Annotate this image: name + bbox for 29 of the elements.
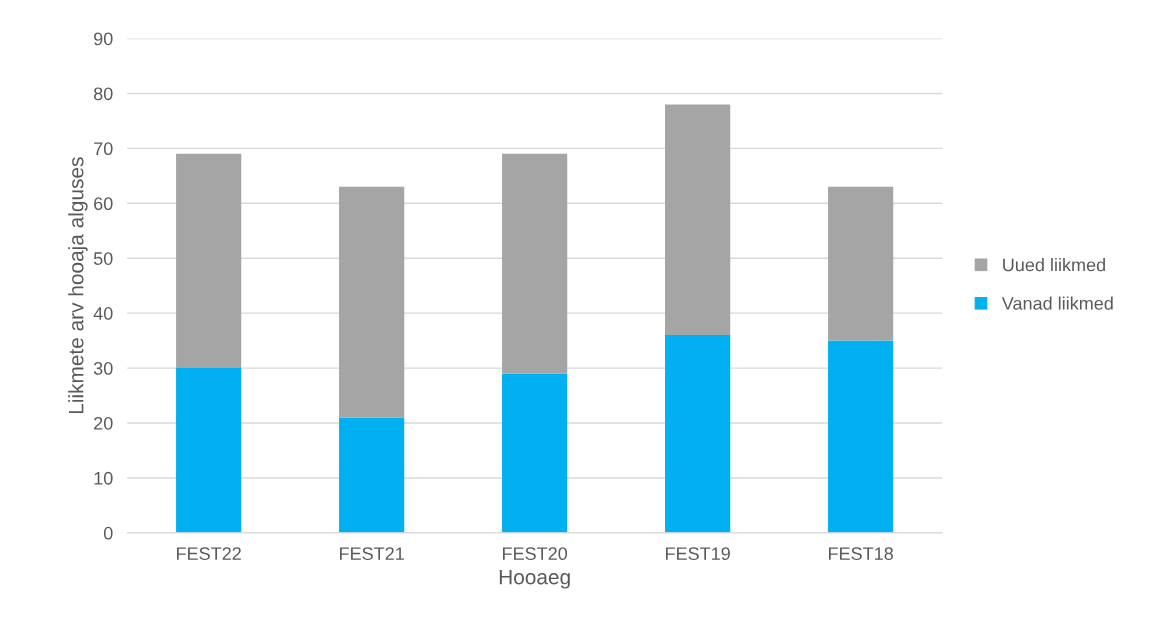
y-tick-label: 90 <box>94 32 113 46</box>
bar <box>828 340 894 533</box>
y-tick-label: 10 <box>94 471 113 485</box>
bar <box>665 104 731 336</box>
bar <box>828 186 894 341</box>
y-tick-label: 50 <box>93 252 113 265</box>
y-tick-label: 0 <box>103 526 113 540</box>
x-tick-label: FEST21 <box>340 547 404 561</box>
bar <box>665 335 731 533</box>
x-tick-label: FEST22 <box>177 547 241 561</box>
bar <box>502 153 568 374</box>
y-tick-label: 80 <box>93 87 113 101</box>
x-tick-label: FEST18 <box>829 547 893 561</box>
bar <box>339 186 405 418</box>
x-axis-title: Hooaeg <box>499 569 570 589</box>
x-tick-label: FEST20 <box>503 547 568 561</box>
y-tick-label: 70 <box>94 142 113 156</box>
y-axis-title: Liikmete arv hooaja alguses <box>68 157 88 414</box>
bar <box>176 368 242 533</box>
legend-label: Uued liikmed <box>1003 258 1105 272</box>
bar <box>176 153 242 369</box>
y-tick-label: 40 <box>93 307 113 320</box>
y-tick-label: 30 <box>93 362 113 375</box>
legend-label: Vanad liikmed <box>1001 296 1113 310</box>
bar <box>502 373 568 533</box>
bar <box>339 417 405 533</box>
x-tick-label: FEST19 <box>666 547 730 561</box>
y-tick-label: 60 <box>94 197 113 211</box>
y-tick-label: 20 <box>94 416 113 430</box>
